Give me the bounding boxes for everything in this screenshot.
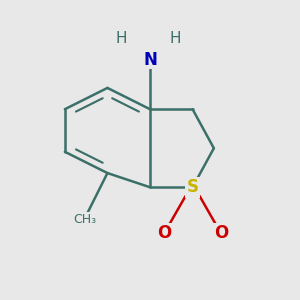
Text: S: S <box>187 178 199 196</box>
Text: CH₃: CH₃ <box>73 213 96 226</box>
Text: H: H <box>116 31 127 46</box>
Text: O: O <box>214 224 228 242</box>
Text: N: N <box>143 50 157 68</box>
Text: H: H <box>169 31 181 46</box>
Text: O: O <box>157 224 171 242</box>
